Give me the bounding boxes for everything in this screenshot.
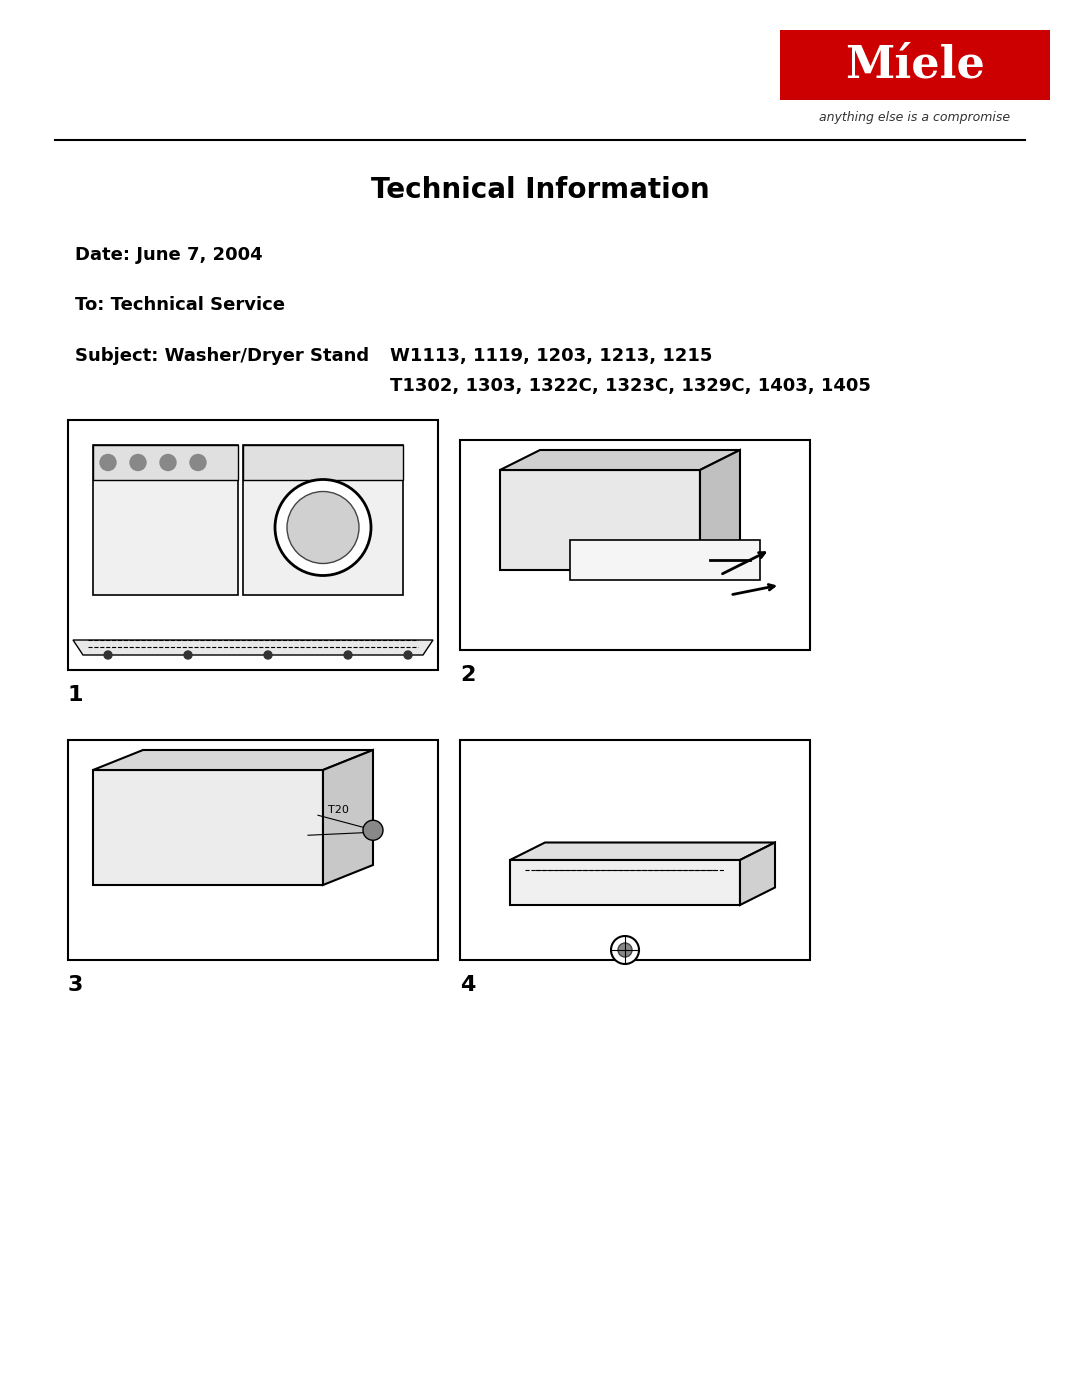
Text: Subject: Washer/Dryer Stand: Subject: Washer/Dryer Stand: [75, 346, 369, 365]
Bar: [460, 440, 810, 650]
Text: Míele: Míele: [845, 43, 985, 87]
Polygon shape: [323, 750, 373, 886]
Text: Technical Information: Technical Information: [370, 176, 710, 204]
Polygon shape: [500, 450, 740, 469]
Bar: [68, 740, 438, 960]
Polygon shape: [93, 750, 373, 770]
Text: 2: 2: [460, 665, 475, 685]
Bar: [500, 469, 700, 570]
Circle shape: [363, 820, 383, 840]
Polygon shape: [740, 842, 775, 905]
Text: W1113, 1119, 1203, 1213, 1215: W1113, 1119, 1203, 1213, 1215: [390, 346, 713, 365]
Text: 3: 3: [68, 975, 83, 995]
Text: 1: 1: [68, 685, 83, 705]
Text: To: Technical Service: To: Technical Service: [75, 296, 285, 314]
Circle shape: [160, 454, 176, 471]
Circle shape: [100, 454, 116, 471]
Circle shape: [287, 492, 359, 563]
Polygon shape: [93, 446, 238, 595]
FancyBboxPatch shape: [780, 29, 1050, 101]
Text: T1302, 1303, 1322C, 1323C, 1329C, 1403, 1405: T1302, 1303, 1322C, 1323C, 1329C, 1403, …: [390, 377, 870, 395]
Bar: [93, 770, 323, 886]
Text: 4: 4: [460, 975, 475, 995]
Circle shape: [611, 936, 639, 964]
Circle shape: [130, 454, 146, 471]
Circle shape: [184, 651, 192, 659]
Text: Date: June 7, 2004: Date: June 7, 2004: [75, 246, 262, 264]
Bar: [510, 861, 740, 905]
Bar: [570, 541, 760, 580]
Polygon shape: [510, 842, 775, 861]
Circle shape: [345, 651, 352, 659]
Bar: [460, 740, 810, 960]
Circle shape: [404, 651, 411, 659]
Bar: [68, 420, 438, 671]
Text: T20: T20: [328, 805, 349, 816]
Text: anything else is a compromise: anything else is a compromise: [820, 112, 1011, 124]
Circle shape: [275, 479, 372, 576]
Bar: [243, 446, 403, 595]
Bar: [243, 446, 403, 481]
Circle shape: [264, 651, 272, 659]
Circle shape: [190, 454, 206, 471]
Polygon shape: [73, 640, 433, 655]
Bar: [93, 446, 238, 481]
Polygon shape: [700, 450, 740, 570]
Circle shape: [104, 651, 112, 659]
Circle shape: [618, 943, 632, 957]
